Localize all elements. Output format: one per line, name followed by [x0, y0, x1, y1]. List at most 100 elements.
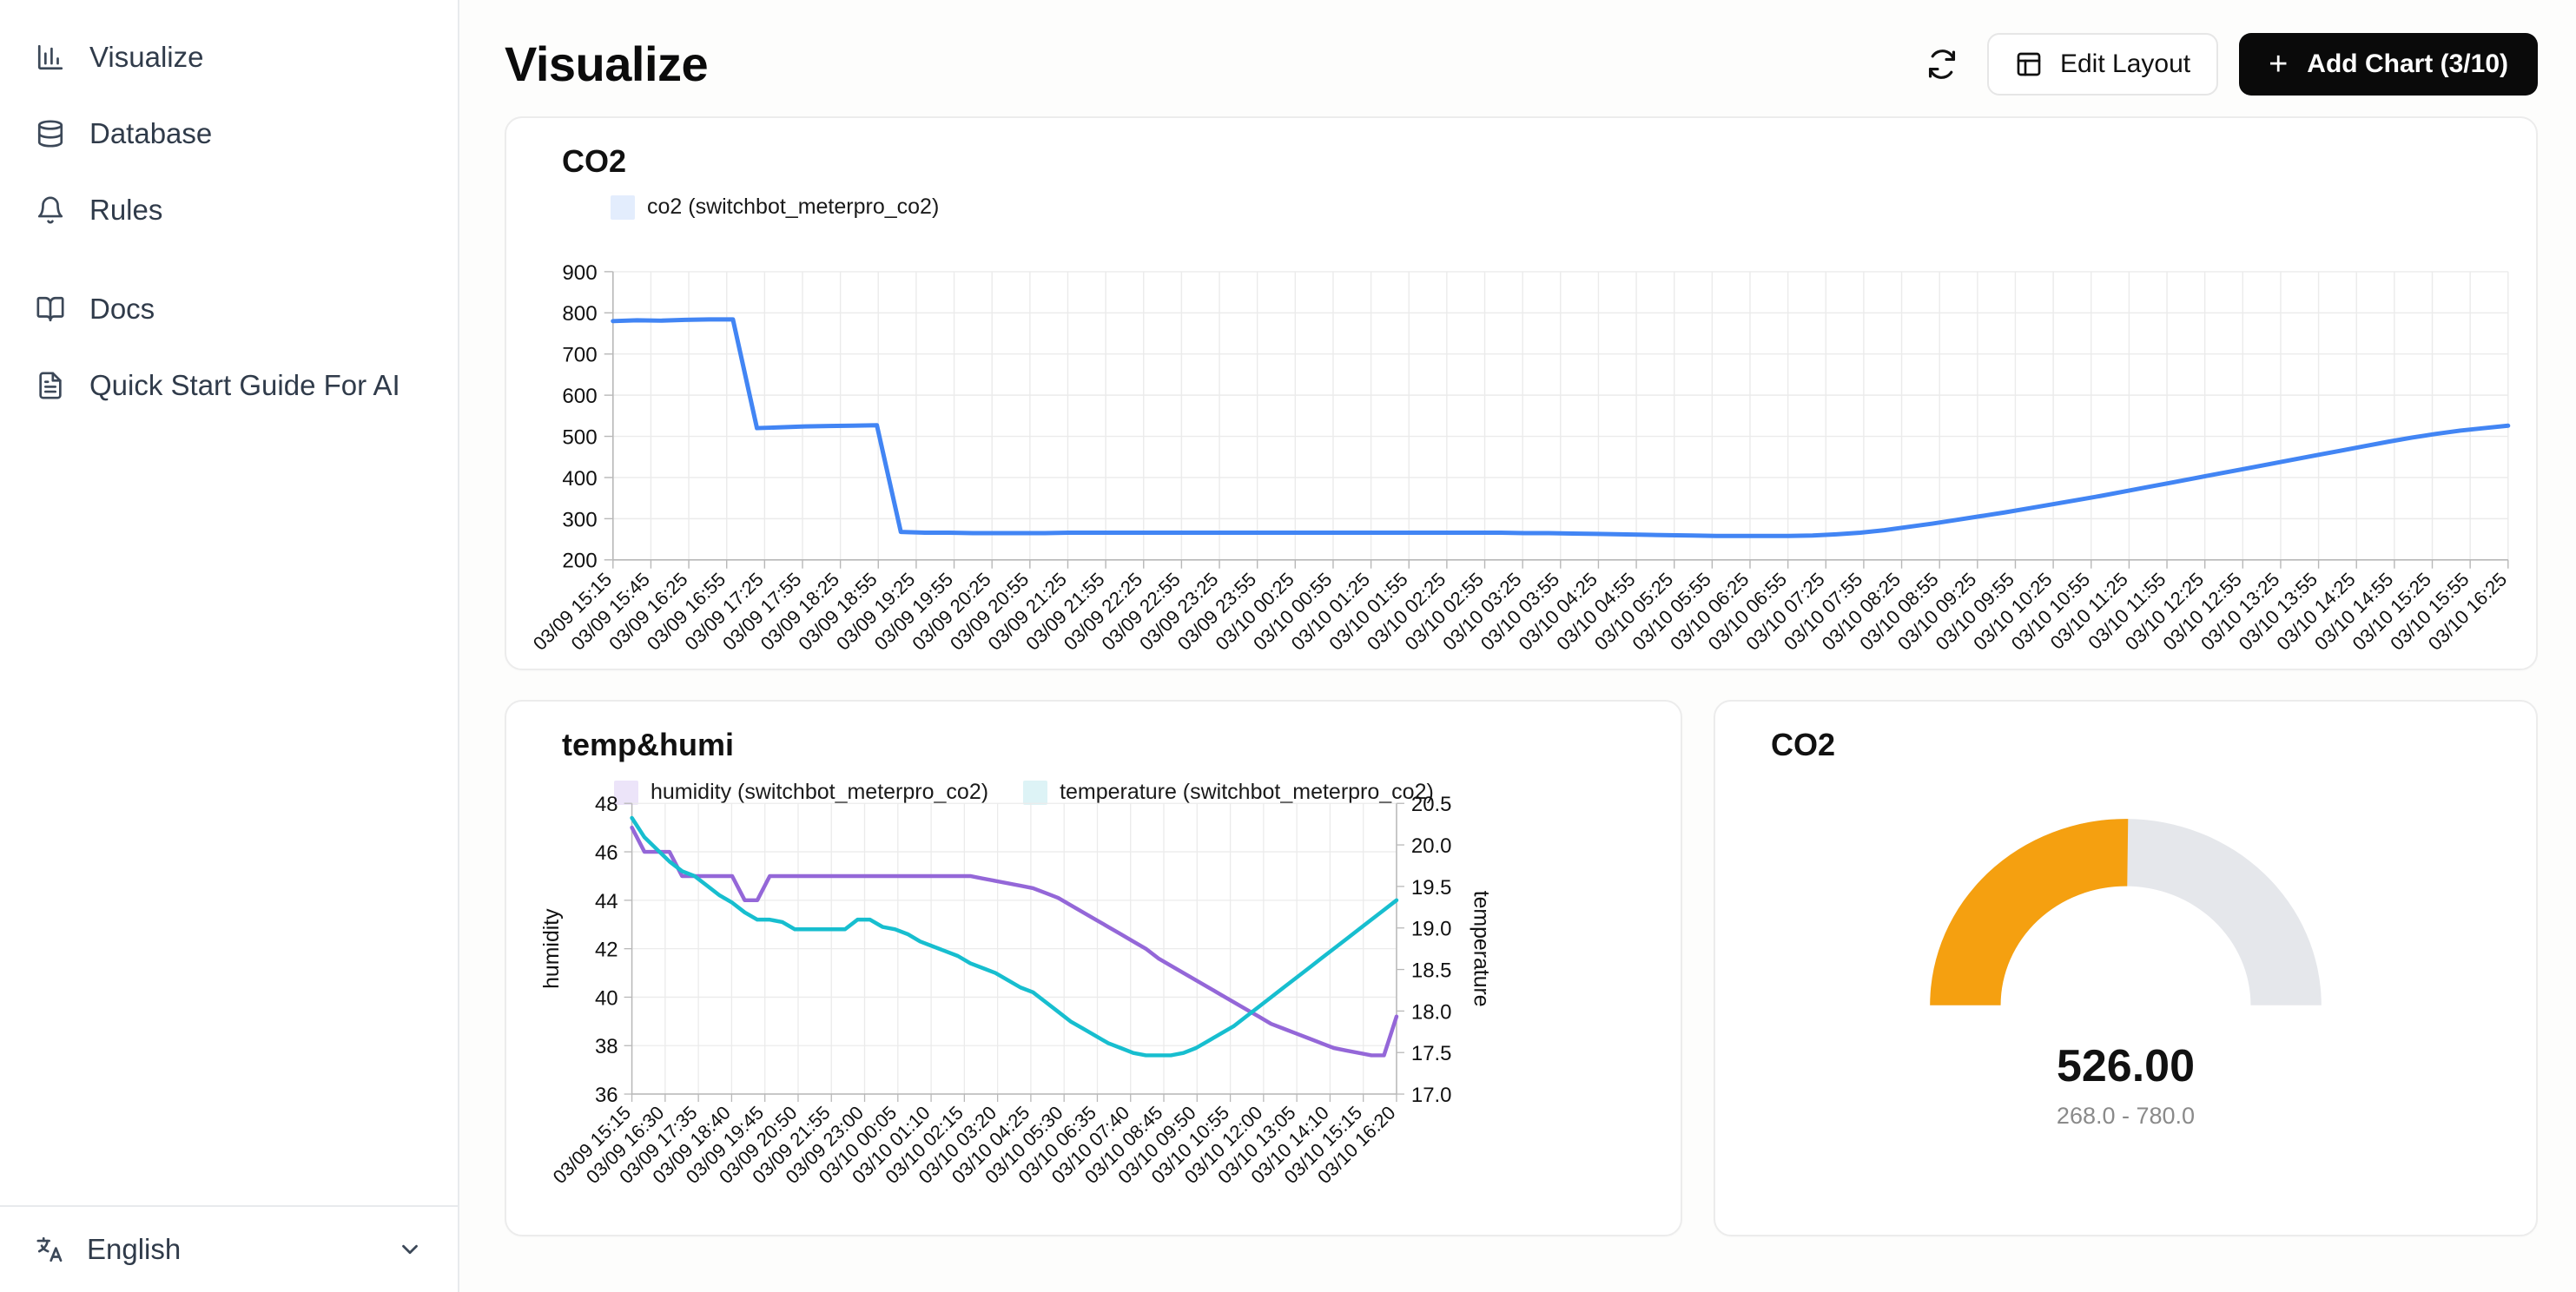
- chevron-down-icon[interactable]: [397, 1236, 423, 1262]
- svg-text:44: 44: [595, 890, 618, 913]
- language-selector[interactable]: English: [0, 1205, 458, 1292]
- dashboard-grid: CO2 co2 (switchbot_meterpro_co2) 200 300 4…: [459, 102, 2576, 1236]
- svg-text:03/10 07:40: 03/10 07:40: [1047, 1102, 1134, 1188]
- sidebar-item-docs[interactable]: Docs: [0, 271, 458, 347]
- svg-text:03/10 05:30: 03/10 05:30: [981, 1102, 1067, 1188]
- svg-text:03/09 20:25: 03/09 20:25: [908, 569, 995, 655]
- svg-text:03/10 04:25: 03/10 04:25: [948, 1102, 1034, 1188]
- svg-text:03/09 17:25: 03/09 17:25: [680, 569, 768, 655]
- refresh-button[interactable]: [1918, 40, 1966, 89]
- svg-text:03/10 06:25: 03/10 06:25: [1666, 569, 1754, 655]
- temp-humi-card[interactable]: temp&humi humidity (switchbot_meterpro_c…: [505, 700, 1682, 1236]
- svg-text:03/10 14:25: 03/10 14:25: [2272, 569, 2360, 655]
- svg-text:03/10 10:25: 03/10 10:25: [1969, 569, 2057, 655]
- legend-label: temperature (switchbot_meterpro_co2): [1060, 780, 1434, 804]
- svg-text:03/09 18:40: 03/09 18:40: [648, 1102, 735, 1188]
- sidebar-item-quick-start-guide-for-ai[interactable]: Quick Start Guide For AI: [0, 347, 458, 424]
- legend-swatch: [611, 194, 635, 220]
- gauge-range-label: 268.0 - 780.0: [2056, 1103, 2196, 1129]
- sidebar-item-label: Quick Start Guide For AI: [89, 369, 400, 401]
- svg-text:200: 200: [562, 550, 597, 573]
- svg-text:03/10 13:55: 03/10 13:55: [2235, 569, 2322, 655]
- svg-text:03/10 02:55: 03/10 02:55: [1401, 569, 1489, 655]
- svg-text:03/10 09:25: 03/10 09:25: [1893, 569, 1981, 655]
- svg-text:03/09 23:00: 03/09 23:00: [781, 1102, 868, 1188]
- co2-gauge-chart: [1715, 702, 2536, 1235]
- svg-text:03/09 19:45: 03/09 19:45: [682, 1102, 769, 1188]
- svg-text:03/09 21:55: 03/09 21:55: [1021, 569, 1109, 655]
- gauge-value: 526.00: [2056, 1041, 2196, 1091]
- plus-icon: +: [2269, 46, 2289, 82]
- svg-text:03/09 17:55: 03/09 17:55: [718, 569, 806, 655]
- svg-text:03/10 08:45: 03/10 08:45: [1080, 1102, 1167, 1188]
- bar-chart-icon: [35, 42, 66, 73]
- page-title: Visualize: [505, 36, 709, 91]
- svg-text:03/09 23:55: 03/09 23:55: [1173, 569, 1261, 655]
- svg-text:humidity: humidity: [539, 908, 564, 989]
- svg-text:03/10 00:05: 03/10 00:05: [815, 1102, 902, 1188]
- legend-entry[interactable]: humidity (switchbot_meterpro_co2): [614, 780, 988, 805]
- legend-entry[interactable]: temperature (switchbot_meterpro_co2): [1023, 780, 1434, 805]
- co2-line-card[interactable]: CO2 co2 (switchbot_meterpro_co2) 200 300 4…: [505, 116, 2538, 670]
- svg-text:40: 40: [595, 986, 618, 1010]
- svg-text:03/10 05:25: 03/10 05:25: [1590, 569, 1678, 655]
- sidebar-item-rules[interactable]: Rules: [0, 172, 458, 248]
- card-title: CO2: [562, 143, 627, 179]
- svg-text:03/10 08:25: 03/10 08:25: [1818, 569, 1906, 655]
- svg-text:03/09 22:25: 03/09 22:25: [1060, 569, 1147, 655]
- svg-text:19.5: 19.5: [1411, 876, 1452, 900]
- sidebar: Visualize Database Rules: [0, 0, 459, 1292]
- svg-text:03/09 16:55: 03/09 16:55: [643, 569, 730, 655]
- svg-text:19.0: 19.0: [1411, 918, 1452, 941]
- edit-layout-button[interactable]: Edit Layout: [1986, 33, 2219, 96]
- svg-text:03/09 15:45: 03/09 15:45: [566, 569, 654, 655]
- svg-text:03/10 12:00: 03/10 12:00: [1180, 1102, 1267, 1188]
- svg-text:03/10 12:25: 03/10 12:25: [2121, 569, 2209, 655]
- svg-text:03/10 03:20: 03/10 03:20: [915, 1102, 1001, 1188]
- svg-text:03/09 16:25: 03/09 16:25: [604, 569, 692, 655]
- svg-text:03/10 00:25: 03/10 00:25: [1211, 569, 1298, 655]
- database-icon: [35, 118, 66, 149]
- svg-text:03/09 20:50: 03/09 20:50: [715, 1102, 802, 1188]
- svg-text:03/10 06:55: 03/10 06:55: [1704, 569, 1792, 655]
- svg-text:03/09 19:25: 03/09 19:25: [832, 569, 920, 655]
- sidebar-item-label: Visualize: [89, 41, 204, 73]
- svg-text:03/09 15:15: 03/09 15:15: [549, 1102, 636, 1188]
- svg-text:03/10 07:55: 03/10 07:55: [1780, 569, 1867, 655]
- svg-text:03/09 16:30: 03/09 16:30: [582, 1102, 669, 1188]
- svg-text:03/09 23:25: 03/09 23:25: [1135, 569, 1223, 655]
- svg-text:03/10 05:55: 03/10 05:55: [1628, 569, 1715, 655]
- svg-text:03/09 21:55: 03/09 21:55: [748, 1102, 835, 1188]
- svg-text:03/10 02:25: 03/10 02:25: [1363, 569, 1450, 655]
- svg-text:03/10 04:25: 03/10 04:25: [1514, 569, 1602, 655]
- svg-text:03/10 15:15: 03/10 15:15: [1280, 1102, 1367, 1188]
- svg-text:03/10 09:55: 03/10 09:55: [1932, 569, 2019, 655]
- svg-text:400: 400: [562, 467, 597, 491]
- top-actions: Edit Layout + Add Chart (3/10): [1918, 33, 2538, 96]
- svg-text:03/09 17:35: 03/09 17:35: [615, 1102, 702, 1188]
- svg-text:17.5: 17.5: [1411, 1042, 1452, 1065]
- main-content: Visualize Edit: [459, 0, 2576, 1292]
- svg-text:500: 500: [562, 426, 597, 450]
- svg-text:18.5: 18.5: [1411, 959, 1452, 983]
- top-bar: Visualize Edit: [459, 0, 2576, 102]
- svg-text:03/10 06:35: 03/10 06:35: [1014, 1102, 1100, 1188]
- add-chart-button[interactable]: + Add Chart (3/10): [2239, 33, 2538, 96]
- svg-text:900: 900: [562, 261, 597, 285]
- sidebar-item-database[interactable]: Database: [0, 96, 458, 172]
- svg-text:18.0: 18.0: [1411, 1000, 1452, 1024]
- language-label: English: [87, 1233, 182, 1265]
- legend-swatch: [1023, 780, 1048, 805]
- svg-text:03/09 22:55: 03/09 22:55: [1097, 569, 1185, 655]
- legend-swatch: [614, 780, 638, 805]
- svg-text:03/09 21:25: 03/09 21:25: [984, 569, 1072, 655]
- book-icon: [35, 293, 66, 325]
- sidebar-item-label: Rules: [89, 194, 163, 226]
- svg-text:38: 38: [595, 1035, 618, 1058]
- svg-text:03/10 11:55: 03/10 11:55: [2084, 569, 2170, 654]
- sidebar-item-visualize[interactable]: Visualize: [0, 19, 458, 96]
- legend-entry[interactable]: co2 (switchbot_meterpro_co2): [611, 194, 939, 220]
- co2-gauge-card[interactable]: CO2 526.00 268.0 - 780.0: [1714, 700, 2538, 1236]
- svg-text:03/10 01:25: 03/10 01:25: [1287, 569, 1375, 655]
